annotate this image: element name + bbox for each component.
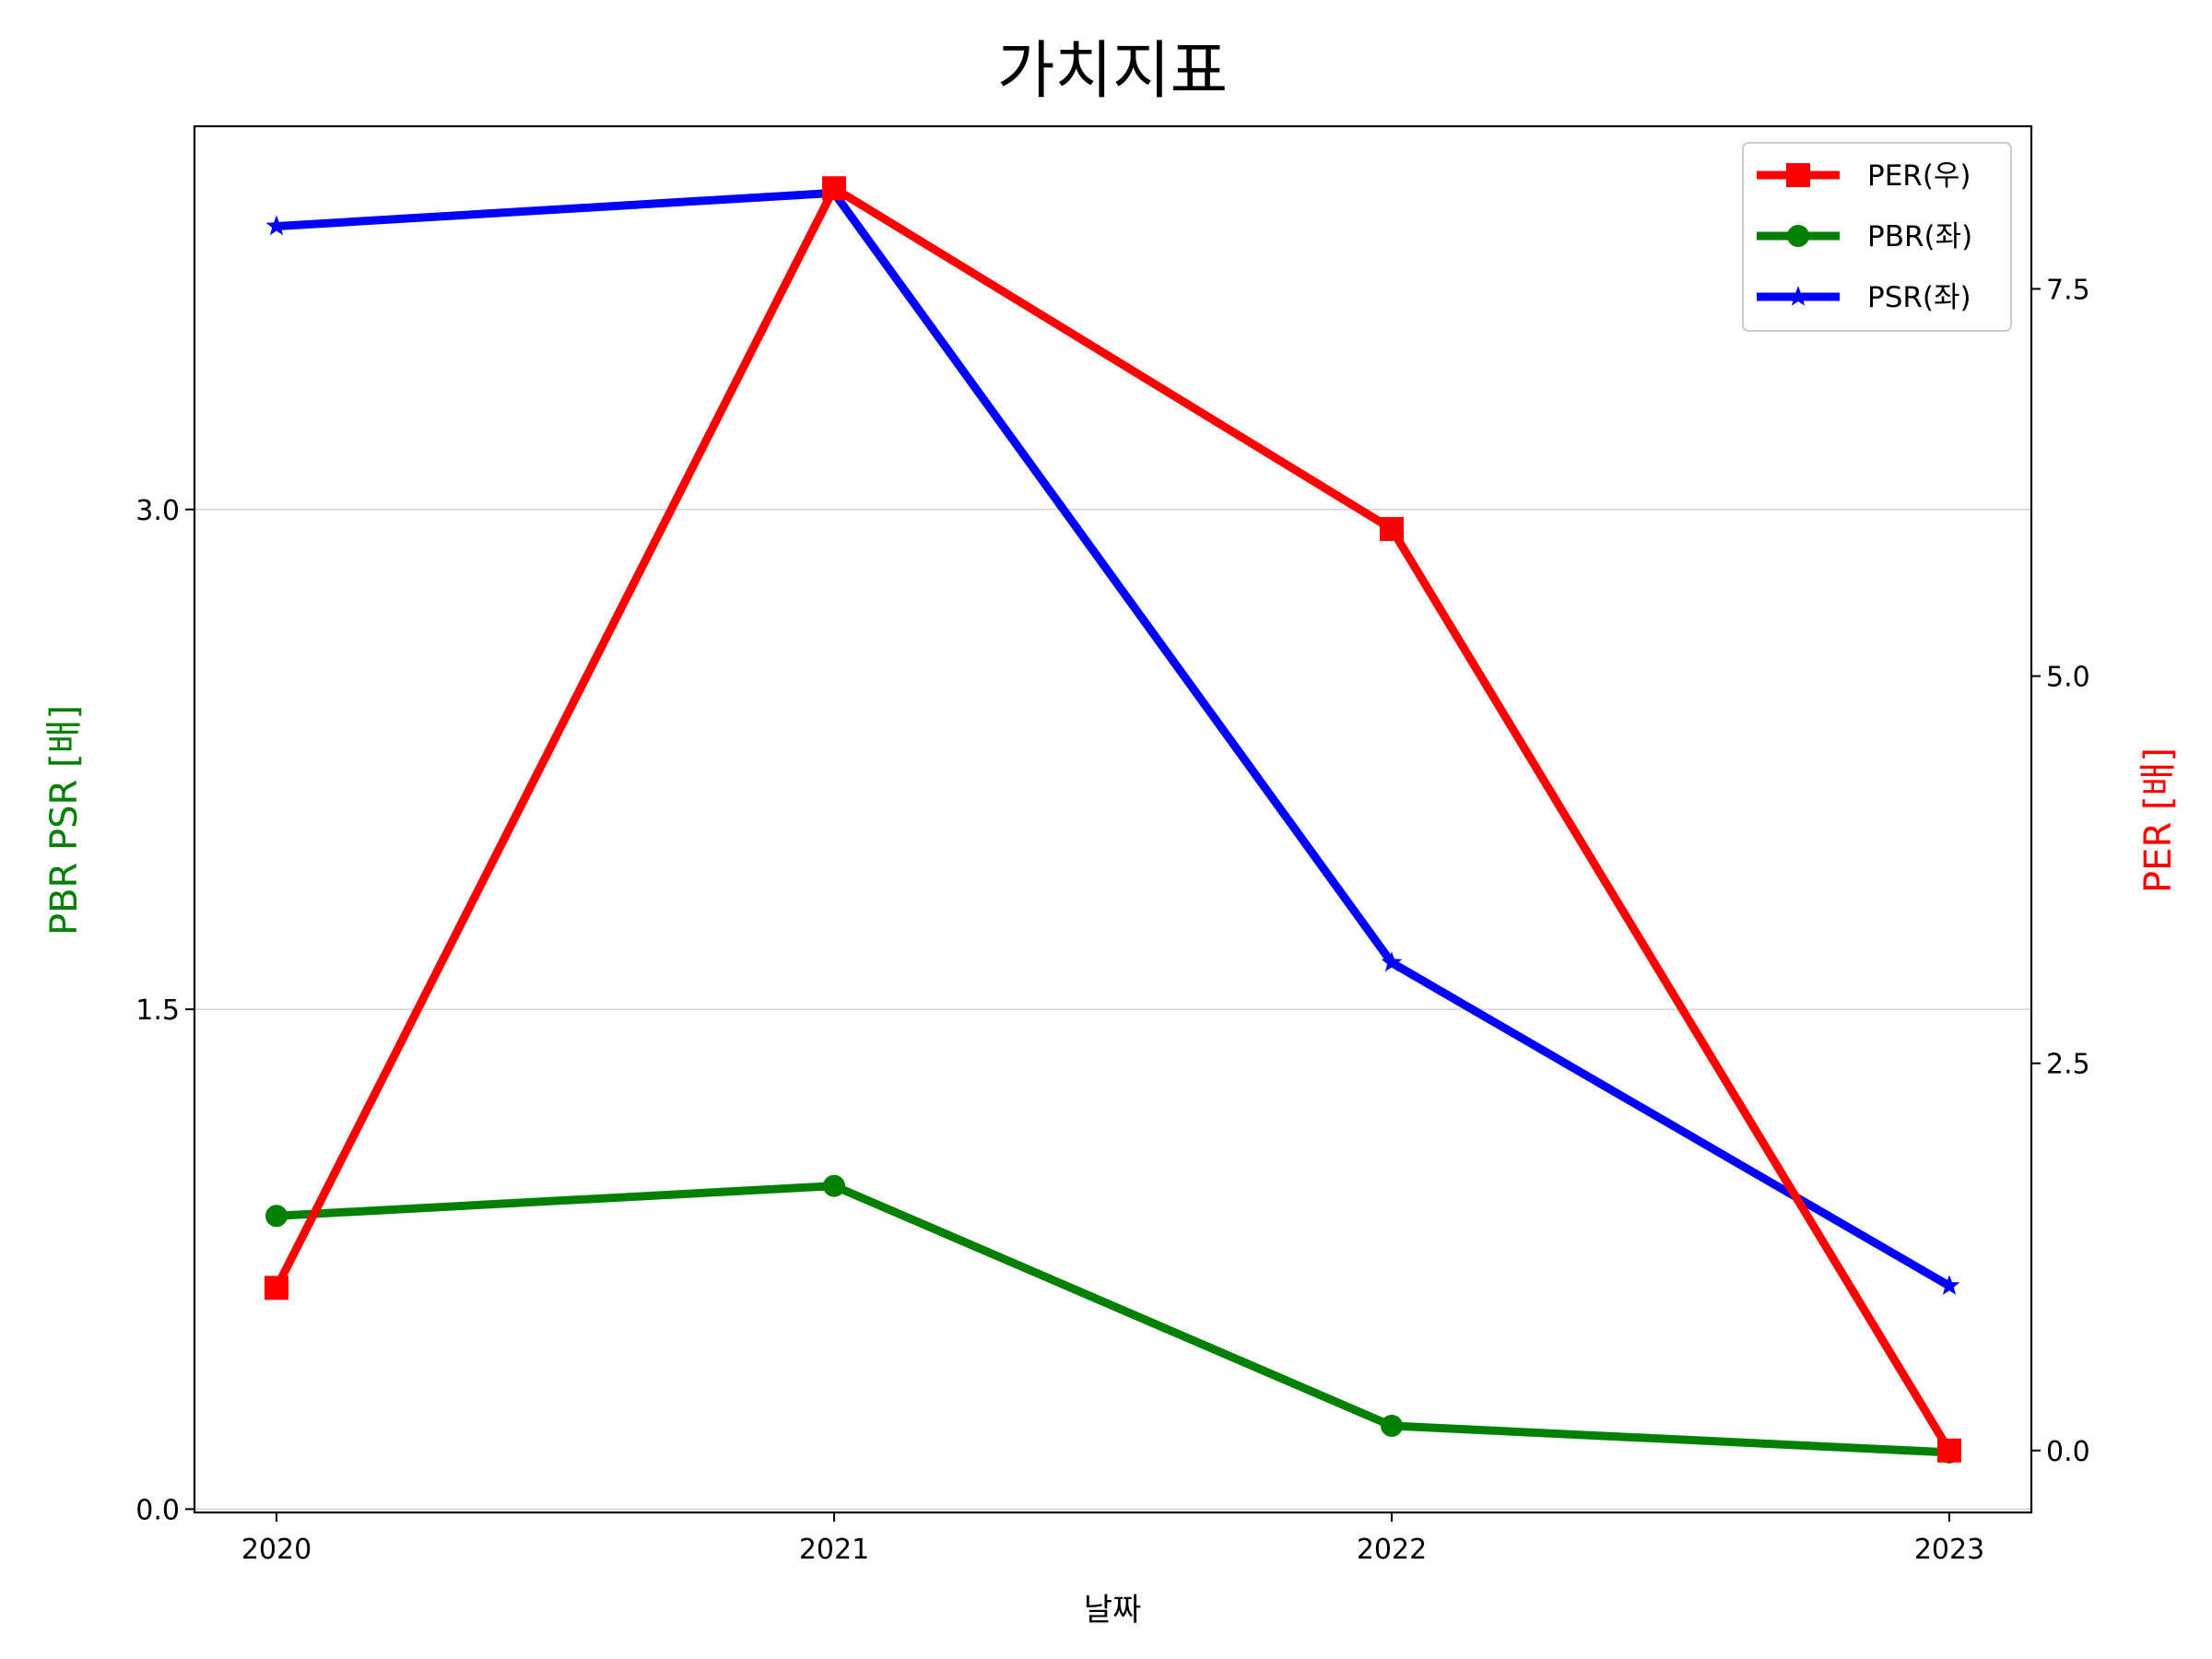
y-right-tick-label: 0.0 [2046,1436,2090,1468]
y-right-tick-label: 2.5 [2046,1049,2090,1081]
pbr-data-point [1381,1415,1403,1437]
grid-layer [194,509,2031,1511]
psr-series-line [276,188,1952,1290]
legend-marker-per [1786,163,1810,187]
per-data-point [822,176,846,201]
y-axis-label-left: PBR PSR [배] [43,705,86,935]
x-axis-label: 날짜 [1084,1592,1142,1629]
legend-marker-pbr [1787,225,1809,247]
psr-data-point [1381,951,1403,972]
legend-entries: PER(우) PBR(좌) PSR(좌) [1757,159,1972,314]
psr-data-point [1938,1275,1960,1295]
x-tick-label: 2022 [1357,1534,1427,1566]
axis-layer: 0.0 1.5 3.0 0.0 2.5 5.0 7.5 2020 2021 2022 2023 [135,274,2089,1566]
legend-label-per: PER(우) [1867,159,1971,193]
plot-frame [193,124,2033,1514]
y-right-tick-label: 7.5 [2046,274,2090,306]
y-right-tick-label: 5.0 [2046,662,2090,694]
per-data-point [1937,1438,1961,1463]
chart-title: 가치지표 [997,35,1228,108]
per-series-line [272,183,1953,1453]
x-tick-label: 2020 [241,1534,312,1566]
legend-label-psr: PSR(좌) [1867,281,1971,314]
legend-marker-psr [1787,286,1809,306]
legend-label-pbr: PBR(좌) [1867,220,1972,253]
pbr-data-point [823,1174,845,1197]
y-left-tick-label: 1.5 [135,994,180,1027]
per-data-point [1380,516,1404,541]
per-data-point [265,1276,288,1300]
series-layer [265,176,1961,1464]
legend-box [1742,142,2012,332]
x-tick-label: 2021 [799,1534,869,1566]
y-axis-label-right: PER [배] [2137,747,2180,893]
y-left-tick-label: 0.0 [135,1494,180,1526]
psr-data-point [265,215,288,236]
x-tick-label: 2023 [1914,1534,1984,1566]
pbr-data-point [265,1205,288,1228]
y-left-tick-label: 3.0 [135,495,180,527]
legend: PER(우) PBR(좌) PSR(좌) [1742,142,2012,332]
pbr-series-line [276,1182,1950,1457]
